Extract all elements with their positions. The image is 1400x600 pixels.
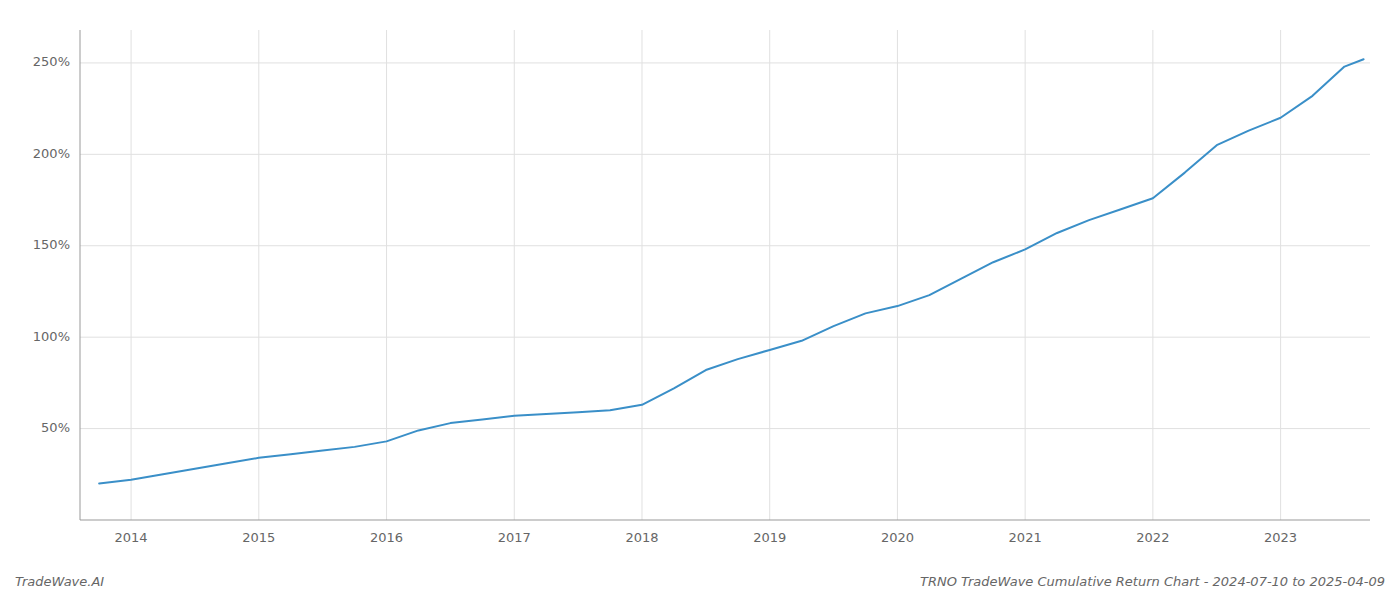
- y-tick-label: 200%: [33, 146, 70, 161]
- x-axis-line: [80, 520, 1370, 521]
- y-grid-line: [80, 337, 1370, 338]
- x-tick-label: 2020: [881, 530, 914, 545]
- series: [99, 59, 1363, 483]
- x-tick-label: 2016: [370, 530, 403, 545]
- line: [99, 59, 1363, 483]
- y-grid-line: [80, 154, 1370, 155]
- x-grid-line: [897, 30, 898, 520]
- y-grid-line: [80, 62, 1370, 63]
- x-tick-label: 2021: [1009, 530, 1042, 545]
- y-grid-line: [80, 428, 1370, 429]
- y-tick-label: 250%: [33, 54, 70, 69]
- x-grid-line: [1280, 30, 1281, 520]
- x-tick-label: 2022: [1136, 530, 1169, 545]
- x-tick-label: 2018: [625, 530, 658, 545]
- x-tick-label: 2015: [242, 530, 275, 545]
- y-grid-line: [80, 245, 1370, 246]
- x-grid-line: [514, 30, 515, 520]
- x-grid-line: [1152, 30, 1153, 520]
- x-grid-line: [386, 30, 387, 520]
- x-tick-label: 2017: [498, 530, 531, 545]
- x-tick-label: 2014: [115, 530, 148, 545]
- x-tick-label: 2023: [1264, 530, 1297, 545]
- x-grid-line: [1025, 30, 1026, 520]
- chart: 50% 100% 150% 200% 250% 2014 2015 2016 2017 2018 2…: [0, 0, 1400, 600]
- y-axis-line: [80, 30, 81, 520]
- x-grid-line: [258, 30, 259, 520]
- x-grid-line: [641, 30, 642, 520]
- x-tick-label: 2019: [753, 530, 786, 545]
- title: TRNO TradeWave Cumulative Return Chart -…: [920, 574, 1385, 589]
- x-grid-line: [131, 30, 132, 520]
- y-tick-label: 100%: [33, 329, 70, 344]
- y-tick-label: 50%: [41, 420, 70, 435]
- watermark: TradeWave.AI: [15, 574, 104, 589]
- axes: 50% 100% 150% 200% 250% 2014 2015 2016 2017 2018 2…: [33, 30, 1370, 545]
- x-grid-line: [769, 30, 770, 520]
- y-tick-label: 150%: [33, 237, 70, 252]
- grid: [80, 30, 1370, 520]
